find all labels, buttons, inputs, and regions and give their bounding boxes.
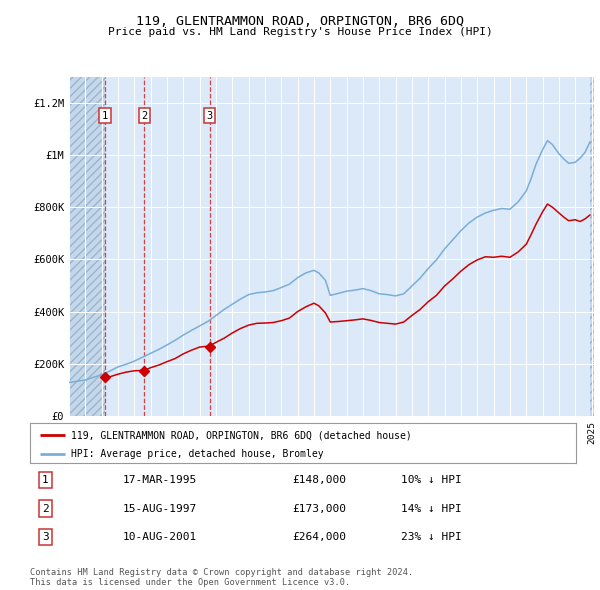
Text: 3: 3 [42,532,49,542]
Text: 2: 2 [42,504,49,513]
Text: Price paid vs. HM Land Registry's House Price Index (HPI): Price paid vs. HM Land Registry's House … [107,27,493,37]
Text: 3: 3 [206,111,213,121]
Text: 10% ↓ HPI: 10% ↓ HPI [401,476,462,485]
Text: 15-AUG-1997: 15-AUG-1997 [123,504,197,513]
Text: 10-AUG-2001: 10-AUG-2001 [123,532,197,542]
Text: £148,000: £148,000 [292,476,346,485]
Text: HPI: Average price, detached house, Bromley: HPI: Average price, detached house, Brom… [71,450,323,460]
Text: 14% ↓ HPI: 14% ↓ HPI [401,504,462,513]
Text: Contains HM Land Registry data © Crown copyright and database right 2024.
This d: Contains HM Land Registry data © Crown c… [30,568,413,587]
Text: 1: 1 [42,476,49,485]
Bar [69,77,105,416]
Text: 119, GLENTRAMMON ROAD, ORPINGTON, BR6 6DQ: 119, GLENTRAMMON ROAD, ORPINGTON, BR6 6D… [136,15,464,28]
Text: 17-MAR-1995: 17-MAR-1995 [123,476,197,485]
Text: 23% ↓ HPI: 23% ↓ HPI [401,532,462,542]
Text: £173,000: £173,000 [292,504,346,513]
Text: 1: 1 [102,111,108,121]
Text: 119, GLENTRAMMON ROAD, ORPINGTON, BR6 6DQ (detached house): 119, GLENTRAMMON ROAD, ORPINGTON, BR6 6D… [71,430,412,440]
Text: 2: 2 [142,111,148,121]
Text: £264,000: £264,000 [292,532,346,542]
